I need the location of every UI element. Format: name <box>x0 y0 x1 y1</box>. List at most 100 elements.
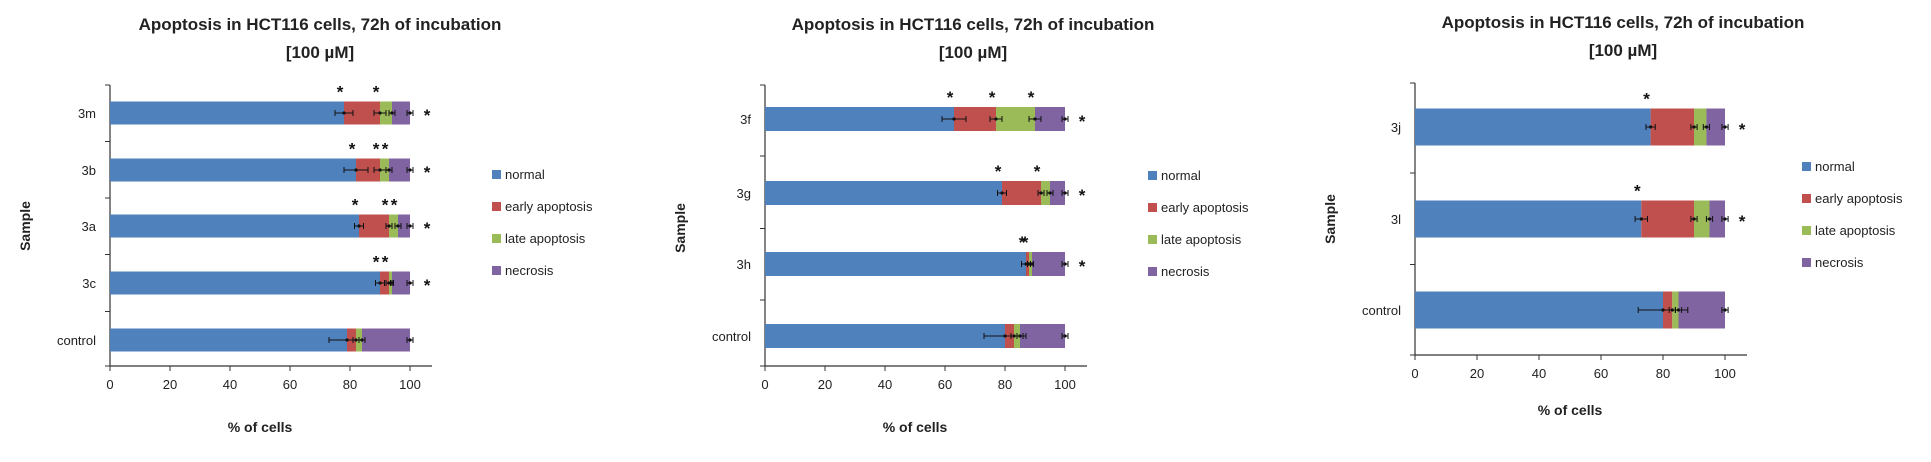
error-bar-marker <box>1063 191 1067 195</box>
y-axis-label: Sample <box>17 201 33 251</box>
error-bar-marker <box>1033 117 1037 121</box>
bar-segment-early-apoptosis <box>359 214 389 238</box>
legend-label: normal <box>505 167 545 182</box>
legend-swatch <box>1802 258 1811 267</box>
x-tick-label: 80 <box>1656 366 1670 381</box>
error-bar-marker <box>1000 191 1004 195</box>
error-bar-marker <box>408 111 412 115</box>
legend-label: early apoptosis <box>1161 200 1249 215</box>
x-tick-label: 20 <box>818 377 832 392</box>
error-bar-marker <box>1063 262 1067 266</box>
significance-marker: * <box>424 106 431 125</box>
chart-title: Apoptosis in HCT116 cells, 72h of incuba… <box>139 15 502 34</box>
error-bar-marker <box>1018 334 1022 338</box>
error-bar-marker <box>378 168 382 172</box>
bar-segment-normal <box>110 271 380 295</box>
significance-marker: * <box>995 162 1002 181</box>
x-tick-label: 100 <box>1714 366 1736 381</box>
error-bar-marker <box>390 111 394 115</box>
error-bar-marker <box>1670 308 1674 312</box>
error-bar-marker <box>1030 262 1034 266</box>
legend-label: necrosis <box>1815 255 1864 270</box>
legend-swatch <box>1148 235 1157 244</box>
significance-marker: * <box>382 253 389 272</box>
significance-marker: * <box>424 276 431 295</box>
bar-segment-normal <box>1415 108 1651 146</box>
significance-marker: * <box>337 83 344 102</box>
legend-label: early apoptosis <box>1815 191 1903 206</box>
error-bar-marker <box>342 111 346 115</box>
legend-swatch <box>492 266 501 275</box>
bar-segment-early-apoptosis <box>1641 200 1694 238</box>
bar-segment-early-apoptosis <box>1002 181 1041 205</box>
error-bar-marker <box>1704 125 1708 129</box>
bar-segment-necrosis <box>1032 252 1065 276</box>
significance-marker: * <box>1643 90 1650 109</box>
error-bar-marker <box>354 338 358 342</box>
legend-label: late apoptosis <box>1161 232 1242 247</box>
bar-segment-normal <box>110 158 356 182</box>
legend-swatch <box>1148 171 1157 180</box>
error-bar-marker <box>1048 191 1052 195</box>
legend-swatch <box>1148 267 1157 276</box>
error-bar-marker <box>387 281 391 285</box>
chart-title: Apoptosis in HCT116 cells, 72h of incuba… <box>792 15 1155 34</box>
significance-marker: * <box>382 140 389 159</box>
legend-label: late apoptosis <box>505 231 586 246</box>
error-bar-marker <box>1012 334 1016 338</box>
bar-segment-necrosis <box>1709 200 1725 238</box>
bar-segment-necrosis <box>1706 108 1725 146</box>
legend-label: normal <box>1815 159 1855 174</box>
error-bar-marker <box>378 111 382 115</box>
error-bar-marker <box>1003 334 1007 338</box>
legend-swatch <box>1802 194 1811 203</box>
error-bar-marker <box>387 224 391 228</box>
error-bar-marker <box>390 281 394 285</box>
chart-panel-3: Apoptosis in HCT116 cells, 72h of incuba… <box>1322 13 1903 418</box>
error-bar-marker <box>1024 262 1028 266</box>
error-bar-marker <box>1723 125 1727 129</box>
error-bar-marker <box>345 338 349 342</box>
error-bar-marker <box>1661 308 1665 312</box>
chart-title: Apoptosis in HCT116 cells, 72h of incuba… <box>1442 13 1805 32</box>
error-bar-marker <box>378 281 382 285</box>
category-label: control <box>712 329 751 344</box>
category-label: 3f <box>740 112 751 127</box>
x-tick-label: 0 <box>1411 366 1418 381</box>
x-tick-label: 40 <box>1532 366 1546 381</box>
error-bar-marker <box>1027 262 1031 266</box>
bar-segment-early-apoptosis <box>1650 108 1694 146</box>
error-bar-marker <box>408 168 412 172</box>
error-bar-marker <box>1692 125 1696 129</box>
x-tick-label: 80 <box>343 377 357 392</box>
chart-subtitle: [100 µM] <box>286 43 354 62</box>
legend-label: late apoptosis <box>1815 223 1896 238</box>
error-bar-marker <box>1707 217 1712 221</box>
x-tick-label: 100 <box>399 377 421 392</box>
bar-segment-normal <box>765 252 1026 276</box>
significance-marker: * <box>349 140 356 159</box>
legend-swatch <box>1148 203 1157 212</box>
x-tick-label: 60 <box>938 377 952 392</box>
significance-marker: * <box>1034 162 1041 181</box>
error-bar-marker <box>408 224 412 228</box>
error-bar-marker <box>1676 308 1681 312</box>
bar-segment-normal <box>110 214 359 238</box>
error-bar-marker <box>1039 191 1043 195</box>
error-bar-marker <box>1723 308 1727 312</box>
bar-segment-necrosis <box>392 101 410 125</box>
x-tick-label: 0 <box>106 377 113 392</box>
x-tick-label: 40 <box>223 377 237 392</box>
significance-marker: * <box>424 163 431 182</box>
bar-segment-necrosis <box>389 158 410 182</box>
category-label: 3h <box>737 257 751 272</box>
bar-segment-late-apoptosis <box>1041 181 1050 205</box>
x-tick-label: 40 <box>878 377 892 392</box>
bar-segment-necrosis <box>1050 181 1065 205</box>
category-label: 3c <box>82 276 96 291</box>
bar-segment-normal <box>1415 200 1642 238</box>
significance-marker: * <box>373 253 380 272</box>
legend-swatch <box>492 170 501 179</box>
error-bar-marker <box>1639 217 1643 221</box>
